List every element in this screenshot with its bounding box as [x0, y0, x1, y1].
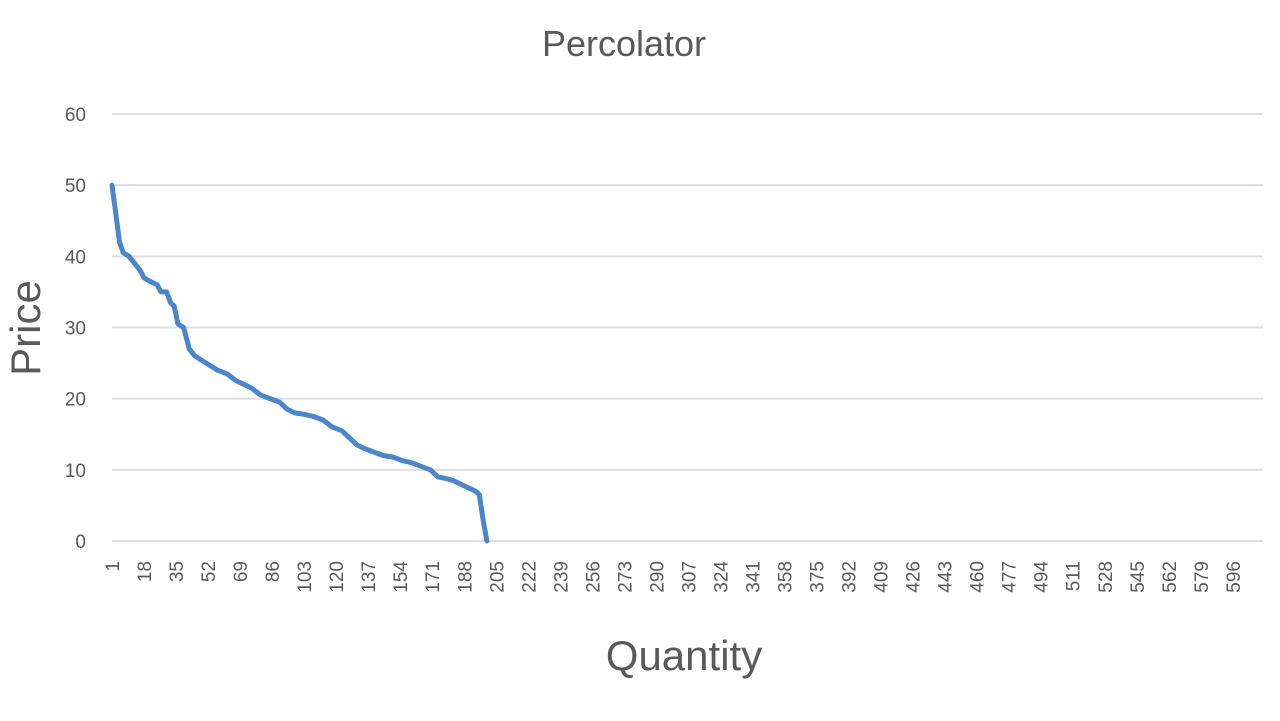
x-tick-label: 239: [551, 561, 572, 593]
y-tick-label: 10: [65, 461, 86, 482]
x-tick-label: 511: [1064, 561, 1085, 591]
series-line: [109, 182, 490, 544]
x-tick-label: 324: [711, 561, 732, 593]
x-tick-label: 273: [615, 561, 636, 593]
x-tick-label: 443: [936, 561, 957, 593]
x-tick-label: 307: [679, 561, 700, 593]
x-tick-label: 375: [808, 561, 829, 593]
y-tick-label: 40: [65, 247, 86, 268]
x-tick-label: 460: [968, 561, 989, 593]
x-tick-label: 35: [167, 561, 188, 582]
x-tick-label: 562: [1160, 561, 1181, 593]
x-tick-label: 426: [904, 561, 925, 593]
x-tick-label: 137: [359, 561, 380, 593]
x-tick-label: 103: [295, 561, 316, 593]
x-tick-label: 69: [231, 561, 252, 582]
x-tick-label: 358: [776, 561, 797, 593]
y-axis-title: Price: [2, 280, 49, 376]
y-tick-label: 20: [65, 390, 86, 411]
x-tick-label: 222: [519, 561, 540, 593]
x-tick-label: 18: [135, 561, 156, 582]
y-tick-label: 30: [65, 319, 86, 340]
data-series: [109, 182, 490, 544]
x-tick-label: 205: [487, 561, 508, 593]
x-tick-label: 341: [743, 561, 764, 593]
x-tick-label: 392: [840, 561, 861, 593]
gridlines: [112, 113, 1263, 542]
x-tick-label: 120: [327, 561, 348, 593]
x-tick-label: 86: [263, 561, 284, 582]
x-tick-label: 1: [103, 561, 124, 572]
x-tick-label: 290: [647, 561, 668, 593]
x-tick-label: 579: [1192, 561, 1213, 593]
x-tick-label: 528: [1096, 561, 1117, 593]
y-tick-label: 60: [65, 105, 86, 126]
x-tick-label: 188: [455, 561, 476, 593]
x-tick-label: 545: [1128, 561, 1149, 593]
x-tick-label: 154: [391, 561, 412, 593]
x-tick-label: 409: [872, 561, 893, 593]
x-axis-title: Quantity: [606, 632, 762, 679]
y-axis-tick-labels: 0 10 20 30 40 50 60: [65, 105, 86, 553]
x-tick-label: 256: [583, 561, 604, 593]
x-tick-label: 494: [1032, 561, 1053, 593]
x-tick-label: 596: [1224, 561, 1245, 593]
chart-title: Percolator: [542, 23, 706, 64]
y-tick-label: 50: [65, 176, 86, 197]
x-tick-label: 52: [199, 561, 220, 582]
x-tick-label: 477: [1000, 561, 1021, 593]
x-axis-tick-labels: 1 18 35 52 69 86 103 120 137 154 171 188 205 222 239 25…: [103, 561, 1245, 593]
y-tick-label: 0: [75, 532, 86, 553]
x-tick-label: 171: [423, 561, 444, 593]
